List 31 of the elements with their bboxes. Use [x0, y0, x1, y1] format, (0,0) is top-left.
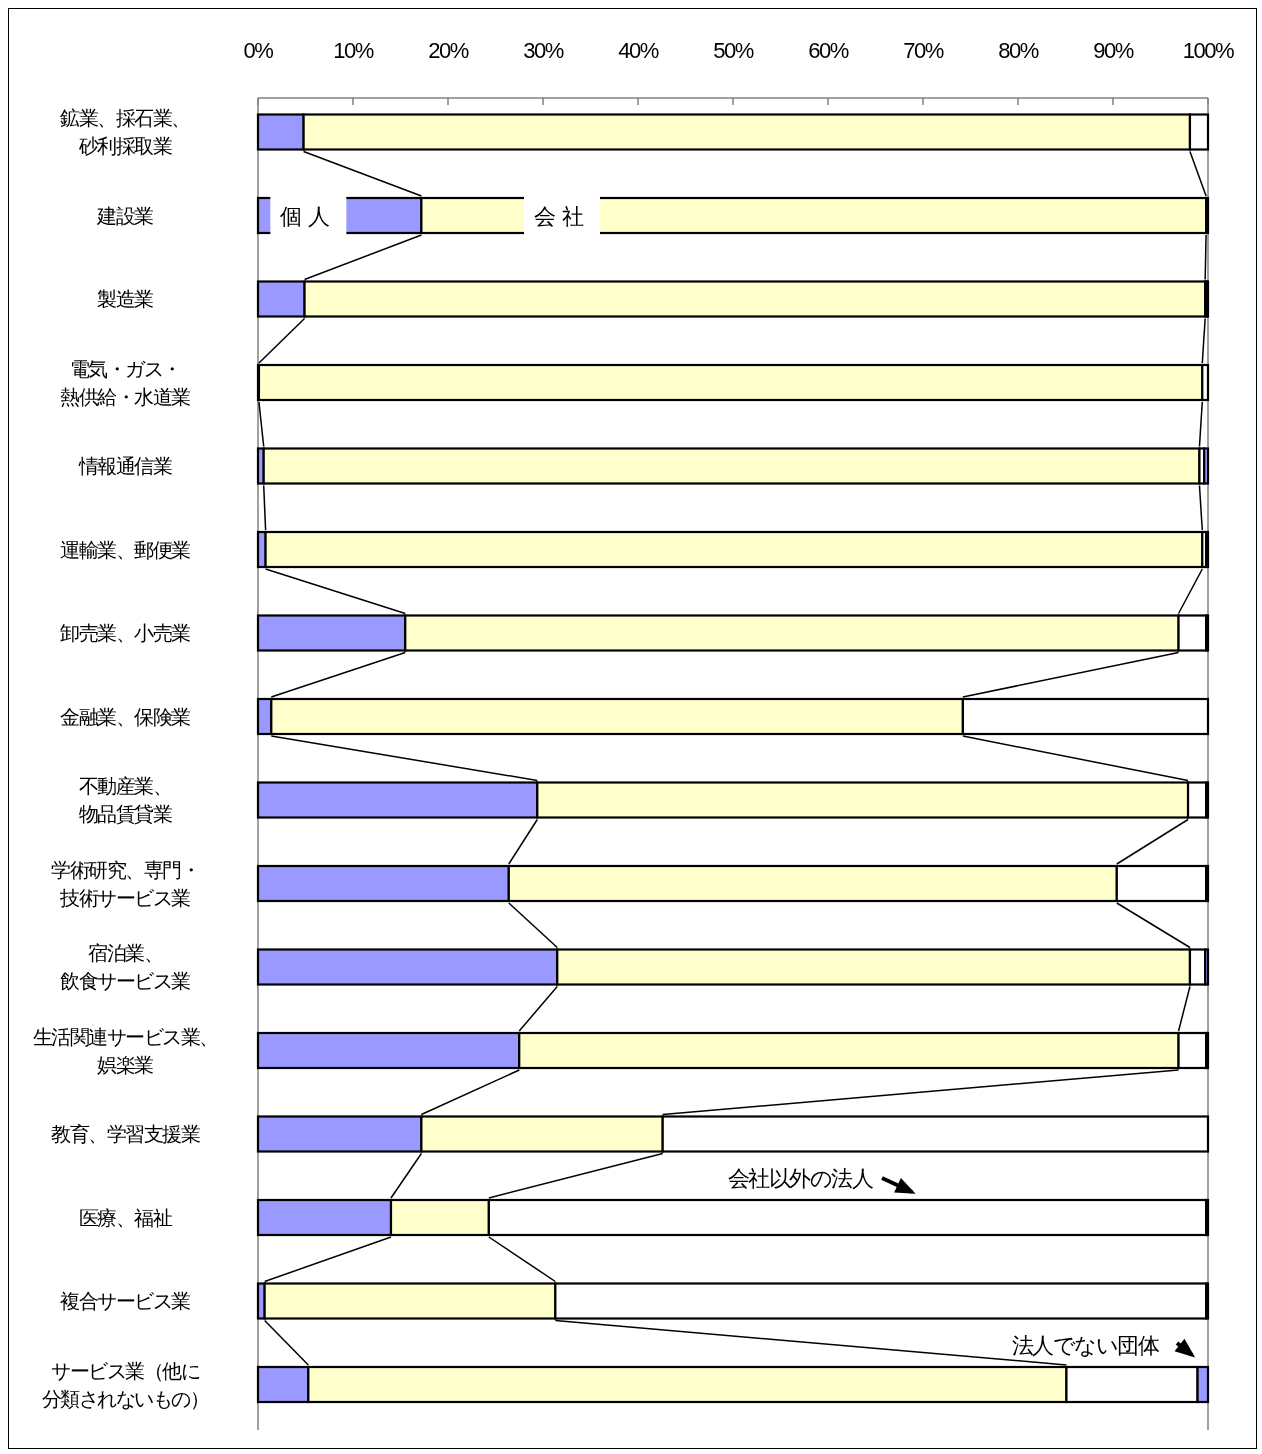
- x-tick-label: 10%: [333, 38, 374, 63]
- y-tick-label: 教育、学習支援業: [51, 1123, 201, 1145]
- y-tick-label: 学術研究、専門・技術サービス業: [51, 858, 199, 909]
- y-tick-label: 鉱業、採石業、砂利採取業: [60, 107, 190, 157]
- y-tick-label: 建設業: [96, 204, 155, 227]
- y-tick-label: サービス業（他に分類されないもの）: [41, 1359, 209, 1410]
- y-tick-label: 不動産業、物品賃貸業: [78, 775, 173, 825]
- x-tick-label: 20%: [428, 38, 469, 63]
- y-tick-label: 運輸業、郵便業: [60, 538, 192, 561]
- x-tick-label: 70%: [903, 38, 944, 63]
- y-tick-label: 複合サービス業: [60, 1290, 192, 1312]
- y-tick-label: 情報通信業: [77, 455, 173, 477]
- y-tick-label: 電気・ガス・熱供給・水道業: [60, 357, 192, 408]
- x-tick-label: 40%: [618, 38, 659, 63]
- x-tick-label: 60%: [808, 38, 849, 63]
- series-label: 会社: [534, 203, 590, 229]
- y-tick-label: 卸売業、小売業: [60, 622, 192, 644]
- x-tick-label: 50%: [713, 38, 754, 63]
- series-label: 個人: [280, 203, 337, 229]
- x-tick-label: 100%: [1182, 38, 1235, 63]
- x-tick-label: 90%: [1093, 38, 1134, 63]
- x-tick-label: 30%: [523, 38, 564, 63]
- x-tick-label: 0%: [243, 38, 274, 63]
- y-tick-label: 生活関連サービス業、娯楽業: [32, 1025, 218, 1076]
- legend-label: 法人でない団体: [1011, 1333, 1160, 1358]
- y-tick-label: 宿泊業、飲食サービス業: [60, 942, 192, 992]
- y-tick-label: 医療、福祉: [78, 1206, 173, 1229]
- y-tick-label: 製造業: [97, 288, 155, 310]
- x-tick-label: 80%: [998, 38, 1039, 63]
- y-tick-label: 金融業、保険業: [60, 705, 192, 728]
- legend-label: 会社以外の法人: [727, 1166, 874, 1191]
